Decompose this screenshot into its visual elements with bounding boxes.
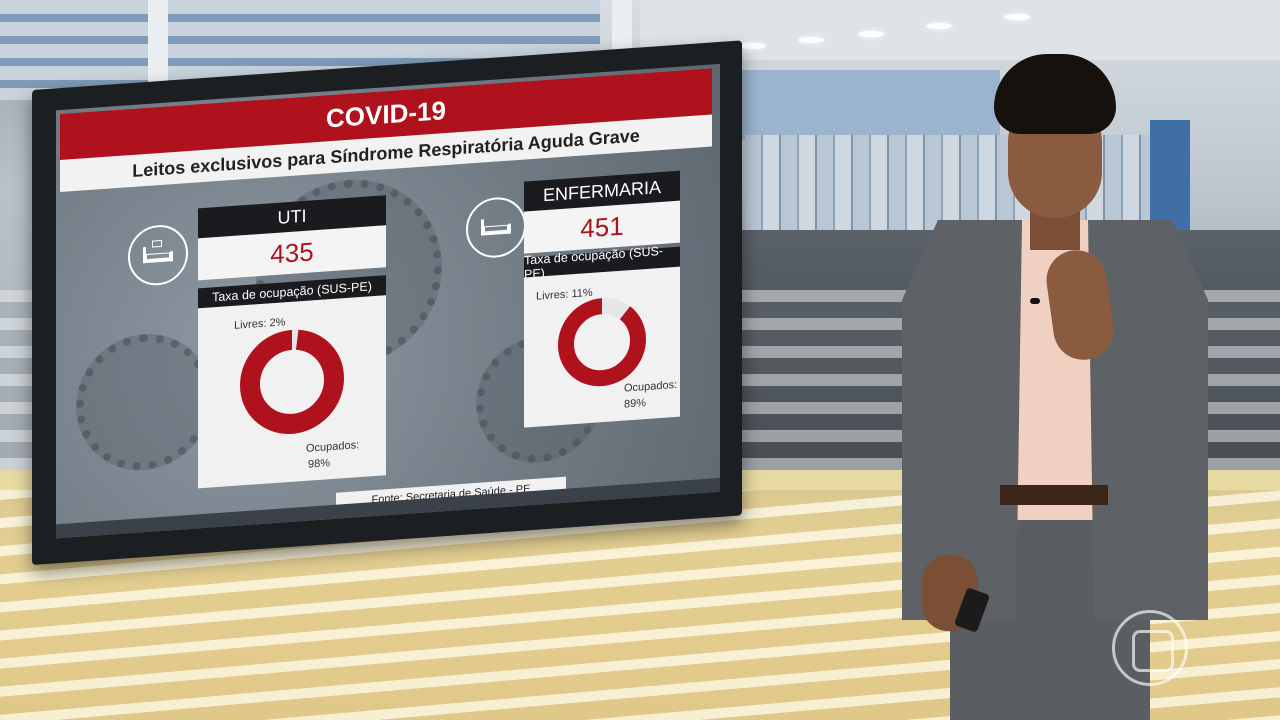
- presenter: [900, 50, 1210, 720]
- donut-chart: [240, 329, 344, 434]
- donut-occupied-segment: [240, 329, 344, 434]
- broadcaster-logo-watermark: [1112, 610, 1188, 686]
- tv-monitor: COVID-19 Leitos exclusivos para Síndrome…: [32, 40, 742, 565]
- occupied-value: 98%: [308, 457, 331, 471]
- presenter-belt: [1000, 485, 1108, 505]
- presenter-jacket-left: [902, 220, 1022, 620]
- ceiling-light: [1004, 14, 1030, 20]
- icu-bed-icon: [128, 223, 188, 288]
- background-panel: [740, 70, 1000, 140]
- ceiling-light: [798, 37, 824, 43]
- ceiling-light: [740, 43, 766, 49]
- pillar: [148, 0, 168, 100]
- lapel-microphone: [1030, 298, 1040, 304]
- ceiling: [640, 0, 1280, 60]
- donut-occupied-segment: [558, 298, 646, 387]
- presenter-jacket-right: [1088, 220, 1208, 620]
- presenter-hair: [994, 54, 1116, 134]
- virus-illustration: [76, 329, 212, 475]
- donut-panel: Livres: 11% Ocupados: 89%: [524, 266, 680, 428]
- ceiling-light: [926, 23, 952, 29]
- background-city-mural: [745, 135, 1185, 235]
- ceiling-light: [858, 31, 884, 37]
- ward-bed-icon: [466, 195, 526, 260]
- tv-screen: COVID-19 Leitos exclusivos para Síndrome…: [56, 63, 720, 539]
- occupied-value: 89%: [624, 397, 647, 411]
- donut-panel: Livres: 2% Ocupados: 98%: [198, 295, 386, 489]
- card-enfermaria: ENFERMARIA 451 Taxa de ocupação (SUS-PE)…: [524, 170, 680, 428]
- donut-chart: [558, 298, 646, 387]
- card-uti: UTI 435 Taxa de ocupação (SUS-PE) Livres…: [198, 195, 386, 489]
